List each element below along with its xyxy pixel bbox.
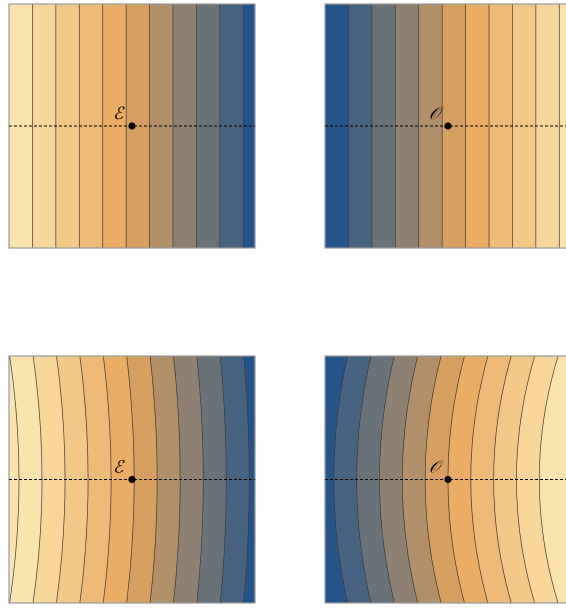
point-label: ℰ — [113, 104, 125, 124]
point-marker — [444, 122, 452, 130]
point-marker — [128, 475, 136, 484]
panel-top-left: ℰ — [8, 3, 256, 249]
panel-bottom-right: 𝒪 — [324, 355, 566, 604]
point-label: ℰ — [113, 458, 125, 478]
contour-band — [219, 356, 255, 603]
panel-top-right: 𝒪 — [324, 3, 566, 249]
point-marker — [128, 122, 136, 130]
panel-bottom-left: ℰ — [8, 355, 256, 604]
point-marker — [444, 475, 452, 484]
